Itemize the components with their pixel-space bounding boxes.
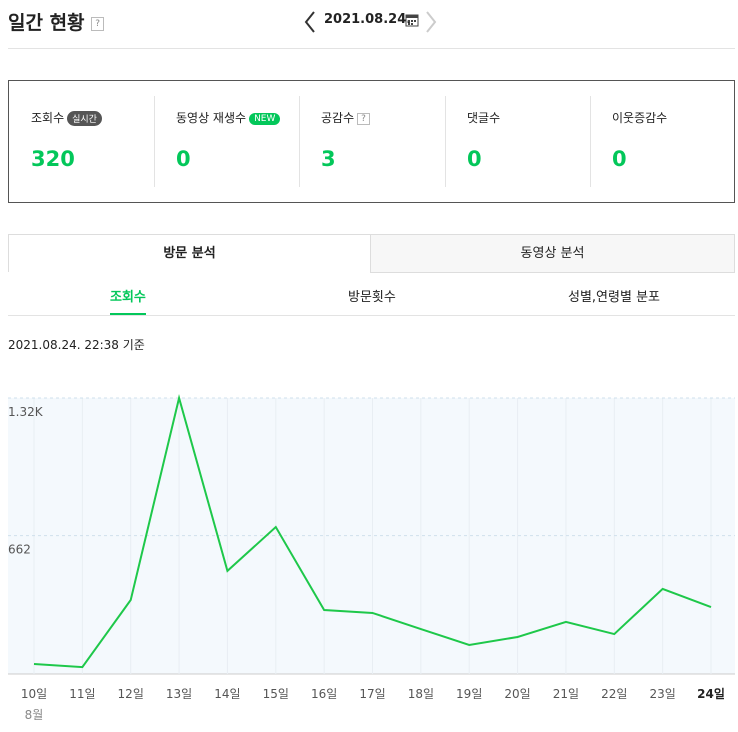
x-tick-label: 17일 bbox=[359, 687, 385, 701]
x-tick-label: 13일 bbox=[166, 687, 192, 701]
stat: 댓글수 0 bbox=[445, 81, 590, 202]
x-tick-label: 19일 bbox=[456, 687, 482, 701]
help-icon[interactable]: ? bbox=[91, 16, 105, 31]
stat-box: 조회수 실시간 320 동영상 재생수 NEW 0 공감수? 3 댓글수 0 이웃증감수 0 bbox=[8, 80, 735, 203]
tab[interactable]: 동영상 분석 bbox=[370, 234, 735, 273]
x-tick-label: 24일 bbox=[697, 687, 725, 701]
date: 2021.08.24. bbox=[324, 12, 412, 27]
x-tick-label: 18일 bbox=[408, 687, 434, 701]
stat-label: 동영상 재생수 bbox=[176, 111, 247, 125]
x-tick-label: 20일 bbox=[504, 687, 530, 701]
help-icon[interactable]: ? bbox=[357, 112, 370, 125]
stat-value: 0 bbox=[467, 147, 482, 171]
x-tick-label: 22일 bbox=[601, 687, 627, 701]
subtab[interactable]: 조회수 bbox=[110, 290, 146, 305]
divider bbox=[8, 315, 735, 316]
next-date bbox=[426, 11, 437, 33]
timestamp: 2021.08.24. 22:38 기준 bbox=[8, 338, 145, 352]
subtab[interactable]: 성별,연령별 분포 bbox=[568, 290, 660, 305]
stat-value: 0 bbox=[176, 147, 191, 171]
stat-label: 댓글수 bbox=[467, 111, 501, 125]
stat-label: 공감수 bbox=[321, 111, 355, 125]
prev-date[interactable] bbox=[303, 10, 317, 34]
title-text: 일간 현황 bbox=[8, 12, 85, 34]
series-line bbox=[33, 394, 712, 669]
x-tick-label: 23일 bbox=[649, 687, 675, 701]
divider bbox=[8, 48, 735, 49]
tab[interactable]: 방문 분석 bbox=[8, 234, 371, 272]
stat-value: 0 bbox=[612, 147, 627, 171]
x-tick-label: 14일 bbox=[214, 687, 240, 701]
chart: 662 1.32K 10일 11일 12일 13일 14일 15일 16일 17일 18일 19일 20… bbox=[8, 394, 735, 722]
stat: 조회수 실시간 320 bbox=[9, 81, 154, 202]
stat: 공감수? 3 bbox=[299, 81, 444, 202]
x-tick-label: 11일 bbox=[69, 687, 95, 701]
x-tick-label: 12일 bbox=[118, 687, 144, 701]
calendar-icon[interactable] bbox=[405, 13, 419, 27]
stat: 동영상 재생수 NEW 0 bbox=[154, 81, 299, 202]
page-title: 일간 현황 ? bbox=[8, 8, 105, 35]
stat-label: 조회수 bbox=[31, 111, 65, 125]
y-tick-label: 1.32K bbox=[8, 405, 44, 419]
subtab[interactable]: 방문횟수 bbox=[348, 290, 396, 305]
month-label: 8월 bbox=[25, 708, 44, 722]
badge: NEW bbox=[249, 112, 281, 125]
x-tick-label: 21일 bbox=[553, 687, 579, 701]
x-tick-label: 16일 bbox=[311, 687, 337, 701]
stat: 이웃증감수 0 bbox=[590, 81, 735, 202]
badge: 실시간 bbox=[67, 111, 102, 126]
stat-value: 3 bbox=[321, 147, 336, 171]
subtab-underline bbox=[110, 313, 146, 315]
stat-label: 이웃증감수 bbox=[612, 111, 668, 125]
stat-value: 320 bbox=[31, 147, 75, 171]
y-tick-label: 662 bbox=[8, 543, 31, 557]
x-tick-label: 10일 bbox=[21, 687, 47, 701]
x-tick-label: 15일 bbox=[263, 687, 289, 701]
